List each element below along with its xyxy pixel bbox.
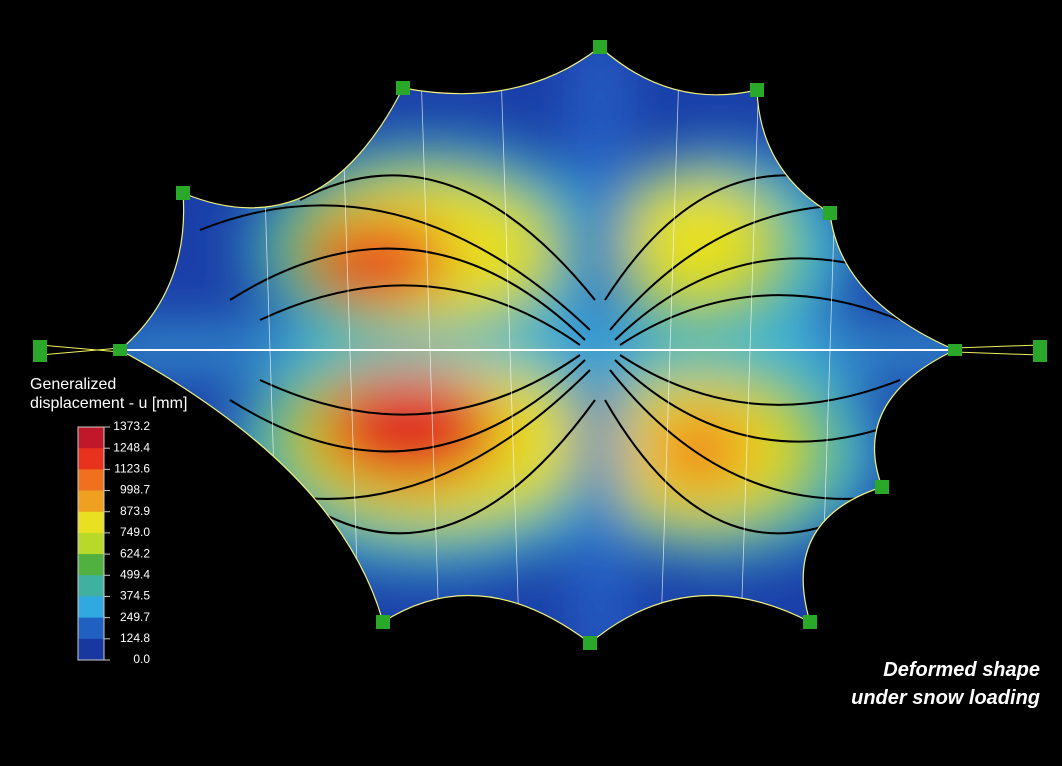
legend-level: 998.7 [120, 483, 150, 497]
cables [39, 344, 1041, 356]
legend-level: 1248.4 [113, 440, 150, 454]
caption: Deformed shape under snow loading [851, 656, 1040, 712]
supports [33, 40, 1047, 650]
legend-band [78, 490, 104, 513]
legend-level: 374.5 [120, 589, 150, 603]
legend: 1373.2 1248.4 1123.6 998.7 873.9 749.0 624.2 49… [77, 419, 150, 666]
legend-band [78, 554, 104, 576]
legend-level: 0.0 [133, 652, 150, 666]
legend-band [78, 575, 104, 597]
legend-level: 1123.6 [114, 462, 150, 476]
legend-title: Generalized displacement - u [mm] [30, 375, 187, 413]
legend-band [78, 469, 104, 492]
legend-band [78, 532, 104, 555]
legend-band [78, 596, 104, 619]
legend-level: 749.0 [120, 525, 150, 539]
legend-level: 873.9 [120, 504, 150, 518]
legend-title-line: displacement - u [mm] [30, 395, 188, 412]
legend-level: 624.2 [120, 546, 150, 560]
legend-level: 499.4 [120, 567, 150, 581]
legend-level: 1373.2 [113, 419, 150, 433]
legend-level: 249.7 [120, 610, 150, 624]
membrane-edge [118, 46, 957, 644]
legend-band [78, 427, 104, 449]
legend-frame [77, 426, 105, 661]
caption-line: Deformed shape [883, 659, 1040, 681]
legend-level: 124.8 [120, 631, 150, 645]
legend-band [78, 638, 104, 661]
legend-band [78, 448, 104, 470]
legend-title-line: Generalized [30, 376, 117, 393]
legend-band [78, 617, 104, 640]
caption-line: under snow loading [851, 687, 1040, 709]
legend-band [78, 511, 104, 534]
